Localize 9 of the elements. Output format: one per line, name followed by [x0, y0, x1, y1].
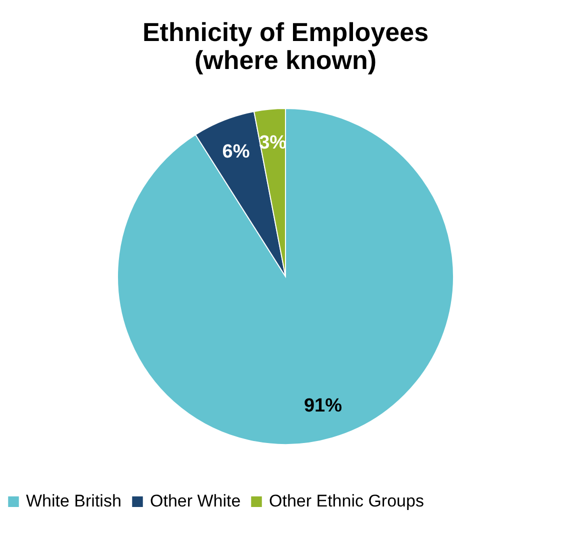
legend-label: Other White	[150, 492, 241, 511]
pie-slice	[117, 108, 454, 445]
legend-label: White British	[26, 492, 122, 511]
data-label: 6%	[222, 142, 250, 163]
legend-label: Other Ethnic Groups	[269, 492, 424, 511]
data-label: 91%	[304, 396, 342, 417]
pie-slice	[194, 110, 286, 277]
text: Ethnicity of Employees	[142, 17, 429, 47]
text: (where known)	[194, 45, 377, 75]
